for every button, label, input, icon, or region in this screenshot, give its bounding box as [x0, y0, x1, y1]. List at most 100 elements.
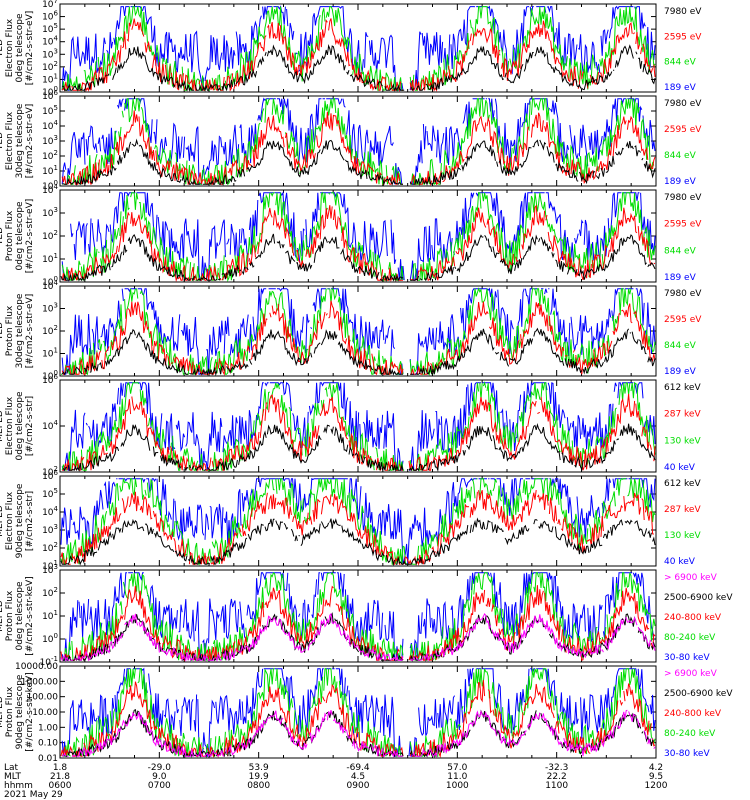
panel-1-ytick-label-0: 100 [42, 85, 58, 98]
panel-5-legend-3: 40 keV [664, 463, 696, 473]
panel-1-series-2 [61, 18, 656, 93]
panel-1-line-2 [61, 18, 656, 93]
panel-6-ylabel-line-1: Electron Flux [5, 491, 15, 550]
panel-6-ytick-label-3: 104 [42, 505, 58, 518]
panel-1-ytick-label-2: 102 [42, 60, 58, 73]
panel-2-series-2 [61, 110, 656, 186]
panel-3-ylabel-line-1: Proton Flux [5, 210, 15, 261]
panel-3-legend-0: 7980 eV [664, 193, 702, 203]
panel-1-ytick-label-5: 105 [42, 22, 58, 35]
panel-7: 10-1 100 101 102 103 MEPED Proton Flux 0deg tel… [0, 563, 733, 668]
panel-6-ytick-label-5: 106 [42, 469, 58, 482]
panel-5-series-4 [61, 381, 656, 471]
xaxis-row-label-0: Lat [4, 763, 19, 773]
panel-6-legend-2: 130 keV [664, 531, 701, 541]
panel-8-ylabel-line-1: Proton Flux [5, 686, 15, 737]
panel-2-ylabel-line-2: 30deg telescope [15, 103, 25, 178]
panel-8-legend-2: 240-800 keV [664, 709, 722, 719]
panel-4-ylabel: TED Proton Flux 30deg telescope [#/cm2-s-st… [0, 293, 35, 368]
xaxis-hhmm-0: 0600 [49, 781, 72, 791]
panel-7-ylabel-line-1: Proton Flux [5, 590, 15, 641]
panel-2-ytick-label-4: 104 [42, 119, 58, 132]
panel-5-legend-0: 612 keV [664, 383, 701, 393]
panel-5-ytick-label-1: 104 [42, 419, 58, 432]
panel-4-ytick-label-2: 102 [42, 324, 58, 337]
xaxis-lat-3: -69.4 [346, 763, 370, 773]
panel-1-legend-3: 189 eV [664, 83, 697, 93]
panel-2-ylabel-line-0: TED [0, 132, 5, 151]
panel-1-ytick-label-4: 104 [42, 35, 58, 48]
xaxis-mlt-5: 22.2 [547, 772, 567, 782]
panel-8-series-1 [61, 709, 656, 759]
panel-7-ylabel-line-0: MEPED [0, 600, 5, 632]
panel-4-legend-0: 7980 eV [664, 289, 702, 299]
panel-6-ylabel-line-3: [#/cm2-s-str] [25, 491, 35, 551]
xaxis-hhmm-1: 0700 [148, 781, 171, 791]
xaxis-mlt-6: 9.5 [649, 772, 663, 782]
panel-2-line-2 [61, 110, 656, 186]
panel-2-ytick-label-3: 103 [42, 134, 58, 147]
xaxis-row-label-2: hhmm [4, 781, 33, 791]
xaxis-mlt-2: 19.9 [249, 772, 269, 782]
panel-3-legend-3: 189 eV [664, 273, 697, 283]
panel-2: 100 101 102 103 104 105 106 TED Electron Flux 30d… [0, 89, 702, 192]
panel-7-legend-2: 240-800 keV [664, 613, 722, 623]
panel-4-legend-3: 189 eV [664, 367, 697, 377]
panel-4-ylabel-line-1: Proton Flux [5, 305, 15, 356]
panel-4-ytick-label-1: 101 [42, 347, 58, 360]
panel-1-ylabel-line-3: [#/cm2-s-str-eV] [25, 11, 35, 86]
panel-8-ylabel-line-2: 90deg telescope [15, 674, 25, 749]
panel-5-ylabel-line-0: MEPED [0, 410, 5, 442]
panel-1-line-1 [62, 44, 656, 92]
panel-7-ylabel-line-2: 0deg telescope [15, 581, 25, 651]
xaxis-lat-0: 1.8 [53, 763, 68, 773]
panel-6-line-3 [60, 478, 656, 566]
panel-8-legend-3: 80-240 keV [664, 729, 716, 739]
panel-5-series-1 [62, 423, 656, 473]
panel-1-ytick-label-3: 103 [42, 47, 58, 60]
xaxis-lat-6: 4.2 [649, 763, 663, 773]
panel-8-ytick-label-6: 10000.00 [15, 662, 58, 672]
panel-7-ylabel-line-3: [#/cm2-s-str-keV] [25, 576, 35, 655]
panel-2-ytick-label-1: 101 [42, 164, 58, 177]
xaxis-mlt-1: 9.0 [152, 772, 167, 782]
panel-8: 0.010.101.0010.00100.001000.0010000.00ME… [0, 662, 733, 764]
panel-7-ytick-label-0: 10-1 [40, 655, 58, 668]
panel-8-ytick-label-2: 1.00 [38, 723, 58, 733]
xaxis-hhmm-4: 1000 [446, 781, 469, 791]
panel-7-frame [59, 569, 657, 663]
panel-3-legend-1: 2595 eV [664, 220, 702, 230]
panel-3-ytick-label-3: 103 [42, 206, 58, 219]
panel-8-legend-4: 30-80 keV [664, 749, 710, 759]
panel-2-ytick-label-2: 102 [42, 149, 58, 162]
panel-4-ytick-label-0: 100 [42, 369, 58, 382]
panel-3-ylabel-line-0: TED [0, 227, 5, 246]
panel-4-line-2 [61, 300, 656, 376]
panel-8-ytick-label-1: 0.10 [38, 739, 58, 749]
panel-3-ytick-label-4: 104 [42, 183, 58, 196]
panel-4-ylabel-line-2: 30deg telescope [15, 293, 25, 368]
panel-2-ytick-label-5: 105 [42, 104, 58, 117]
panel-2-ylabel-line-3: [#/cm2-s-str-eV] [25, 104, 35, 179]
panel-4-ytick-label-3: 103 [42, 302, 58, 315]
panel-8-ytick-label-0: 0.01 [38, 754, 58, 764]
panel-2-legend-0: 7980 eV [664, 99, 702, 109]
panel-1-ytick-label-6: 106 [42, 10, 58, 23]
panel-2-ylabel-line-1: Electron Flux [5, 111, 15, 170]
panel-7-legend-0: > 6900 keV [664, 573, 718, 583]
panel-5-line-4 [61, 381, 656, 471]
xaxis-hhmm-6: 1200 [645, 781, 668, 791]
xaxis-lat-4: 57.0 [447, 763, 467, 773]
panel-3-ytick-label-0: 100 [42, 275, 58, 288]
panel-6-ytick-label-0: 101 [42, 559, 58, 572]
panel-1-legend-1: 2595 eV [664, 32, 702, 42]
panel-5-line-1 [62, 423, 656, 473]
panel-6-series-3 [60, 478, 656, 566]
panel-8-ytick-label-5: 1000.00 [21, 677, 58, 687]
panel-1-ylabel-line-2: 0deg telescope [15, 13, 25, 83]
panel-7-line-1 [60, 612, 656, 663]
xaxis-lat-1: -29.0 [148, 763, 172, 773]
